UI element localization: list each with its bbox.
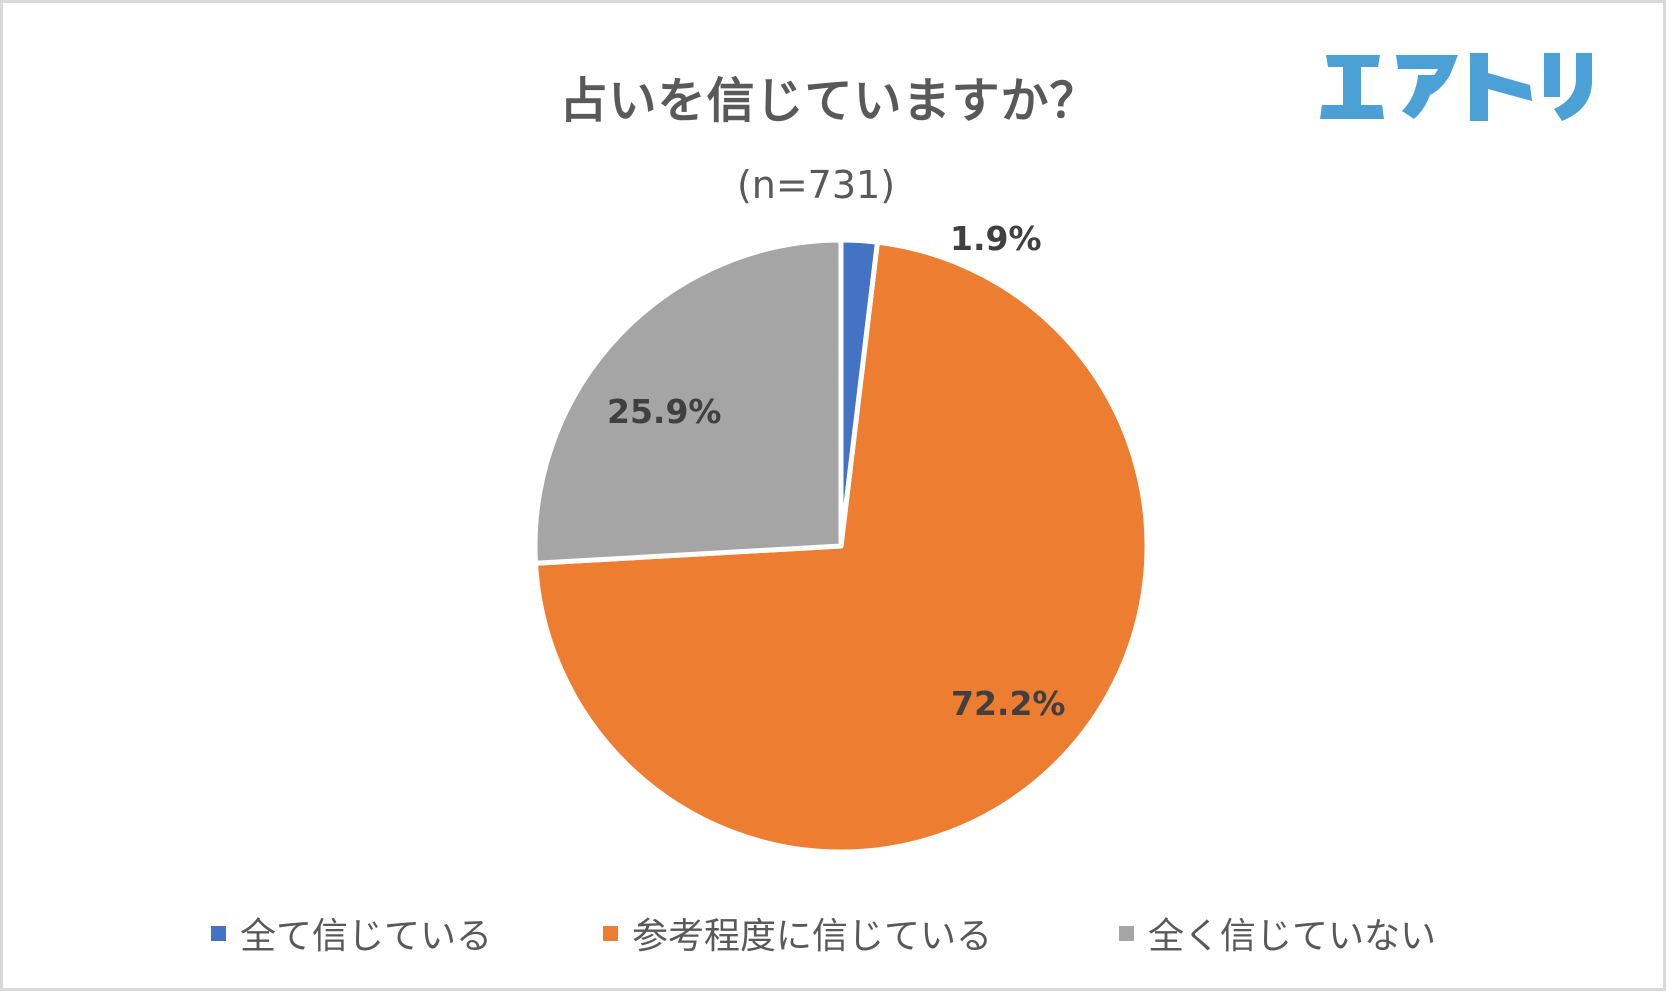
legend-label: 全て信じている bbox=[240, 916, 493, 957]
legend-item-all[interactable]: 全て信じている bbox=[211, 907, 492, 959]
legend-swatch-orange-icon bbox=[603, 925, 618, 941]
legend-item-partial[interactable]: 参考程度に信じている bbox=[603, 907, 992, 959]
chart-title-text: 占いを信じていますか？ bbox=[559, 73, 1099, 129]
legend-label: 全く信じていない bbox=[1148, 916, 1437, 957]
data-label-all: 1.9% bbox=[950, 219, 1042, 258]
slice-all[interactable] bbox=[838, 237, 880, 549]
pie-chart: 1.9% 25.9% 72.2% bbox=[532, 219, 1150, 855]
data-label-none: 25.9% bbox=[607, 392, 722, 431]
slice-none[interactable] bbox=[532, 237, 844, 566]
legend-swatch-blue-icon bbox=[211, 925, 226, 941]
chart-subtitle: (n=731) bbox=[3, 163, 1666, 207]
data-label-partial: 72.2% bbox=[951, 684, 1066, 723]
sample-size-text: (n=731) bbox=[736, 163, 896, 207]
legend-label: 参考程度に信じている bbox=[632, 916, 993, 957]
legend-swatch-gray-icon bbox=[1119, 925, 1134, 941]
airtrip-logo: エアトリ bbox=[1320, 53, 1592, 121]
legend-item-none[interactable]: 全く信じていない bbox=[1119, 907, 1436, 959]
chart-title: 占いを信じていますか？ bbox=[3, 61, 1666, 131]
